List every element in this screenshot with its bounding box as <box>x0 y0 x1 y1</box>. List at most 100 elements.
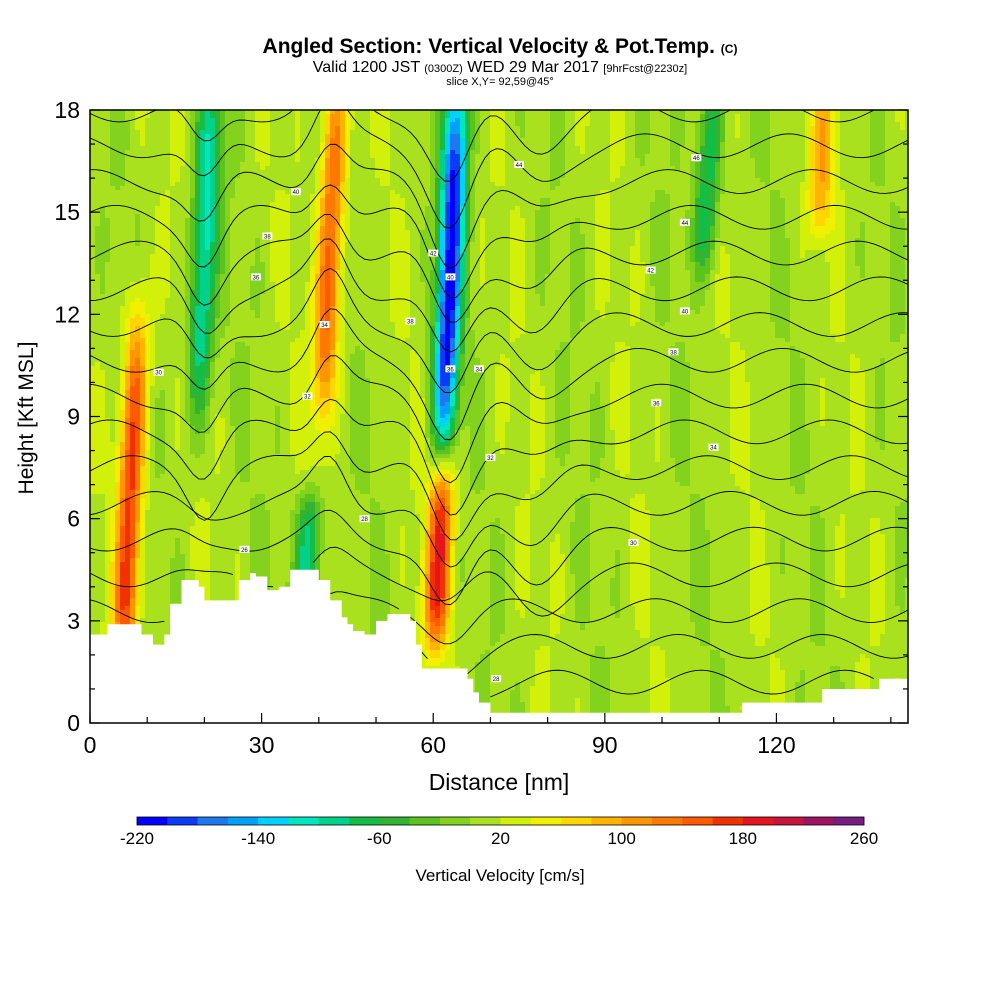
velocity-cell <box>435 158 441 163</box>
velocity-cell <box>165 126 171 131</box>
velocity-cell <box>880 222 886 227</box>
velocity-cell <box>405 142 411 147</box>
velocity-cell <box>365 194 371 199</box>
velocity-cell <box>495 206 501 211</box>
velocity-cell <box>460 202 466 207</box>
velocity-cell <box>365 186 371 191</box>
velocity-cell <box>590 194 596 199</box>
velocity-cell <box>190 186 196 191</box>
velocity-cell <box>130 162 136 167</box>
velocity-cell <box>800 166 806 171</box>
velocity-cell <box>330 218 336 223</box>
velocity-cell <box>785 222 791 227</box>
velocity-cell <box>380 142 386 147</box>
velocity-cell <box>770 202 776 207</box>
velocity-cell <box>175 146 181 151</box>
velocity-cell <box>590 130 596 135</box>
velocity-cell <box>715 146 721 151</box>
velocity-cell <box>690 162 696 167</box>
velocity-cell <box>840 138 846 143</box>
velocity-cell <box>800 122 806 127</box>
velocity-cell <box>215 210 221 215</box>
velocity-cell <box>240 162 246 167</box>
velocity-cell <box>625 122 631 127</box>
velocity-cell <box>875 138 881 143</box>
velocity-cell <box>275 222 281 227</box>
velocity-cell <box>460 114 466 119</box>
velocity-cell <box>210 142 216 147</box>
velocity-cell <box>530 114 536 119</box>
velocity-cell <box>150 214 156 219</box>
velocity-cell <box>905 182 908 187</box>
velocity-cell <box>375 230 381 235</box>
velocity-cell <box>740 218 746 223</box>
velocity-cell <box>390 178 396 183</box>
velocity-cell <box>515 110 521 115</box>
velocity-cell <box>235 130 241 135</box>
velocity-cell <box>195 146 201 151</box>
velocity-cell <box>285 134 291 139</box>
velocity-cell <box>530 158 536 163</box>
velocity-cell <box>185 226 191 231</box>
velocity-cell <box>510 110 516 115</box>
velocity-cell <box>595 166 601 171</box>
velocity-cell <box>805 186 811 191</box>
velocity-cell <box>645 158 651 163</box>
velocity-cell <box>345 130 351 135</box>
velocity-cell <box>365 162 371 167</box>
velocity-cell <box>440 134 446 139</box>
velocity-cell <box>370 130 376 135</box>
velocity-cell <box>805 182 811 187</box>
velocity-cell <box>675 114 681 119</box>
velocity-cell <box>775 194 781 199</box>
velocity-cell <box>90 174 96 179</box>
velocity-cell <box>900 114 906 119</box>
velocity-cell <box>105 162 111 167</box>
velocity-cell <box>240 174 246 179</box>
velocity-cell <box>340 130 346 135</box>
velocity-cell <box>265 118 271 123</box>
velocity-cell <box>450 186 456 191</box>
velocity-cell <box>775 126 781 131</box>
velocity-cell <box>555 214 561 219</box>
velocity-cell <box>150 202 156 207</box>
velocity-cell <box>485 226 491 231</box>
velocity-cell <box>775 142 781 147</box>
velocity-cell <box>445 150 451 155</box>
velocity-cell <box>360 154 366 159</box>
velocity-cell <box>100 154 106 159</box>
velocity-cell <box>220 114 226 119</box>
velocity-cell <box>535 134 541 139</box>
velocity-cell <box>365 142 371 147</box>
velocity-cell <box>845 226 851 231</box>
velocity-cell <box>470 122 476 127</box>
velocity-cell <box>405 146 411 151</box>
velocity-cell <box>460 182 466 187</box>
velocity-cell <box>220 186 226 191</box>
velocity-cell <box>875 122 881 127</box>
velocity-cell <box>155 118 161 123</box>
velocity-cell <box>530 122 536 127</box>
velocity-cell <box>830 146 836 151</box>
velocity-cell <box>840 218 846 223</box>
velocity-cell <box>420 122 426 127</box>
velocity-cell <box>590 146 596 151</box>
velocity-cell <box>680 202 686 207</box>
velocity-cell <box>460 110 466 115</box>
velocity-cell <box>525 182 531 187</box>
velocity-cell <box>450 162 456 167</box>
velocity-cell <box>355 218 361 223</box>
velocity-cell <box>525 206 531 211</box>
velocity-cell <box>580 182 586 187</box>
velocity-cell <box>800 126 806 131</box>
velocity-cell <box>125 118 131 123</box>
velocity-cell <box>170 226 176 231</box>
velocity-cell <box>105 142 111 147</box>
velocity-cell <box>825 158 831 163</box>
velocity-cell <box>540 226 546 231</box>
velocity-cell <box>485 134 491 139</box>
velocity-cell <box>510 158 516 163</box>
velocity-cell <box>595 150 601 155</box>
velocity-cell <box>725 146 731 151</box>
velocity-cell <box>300 194 306 199</box>
